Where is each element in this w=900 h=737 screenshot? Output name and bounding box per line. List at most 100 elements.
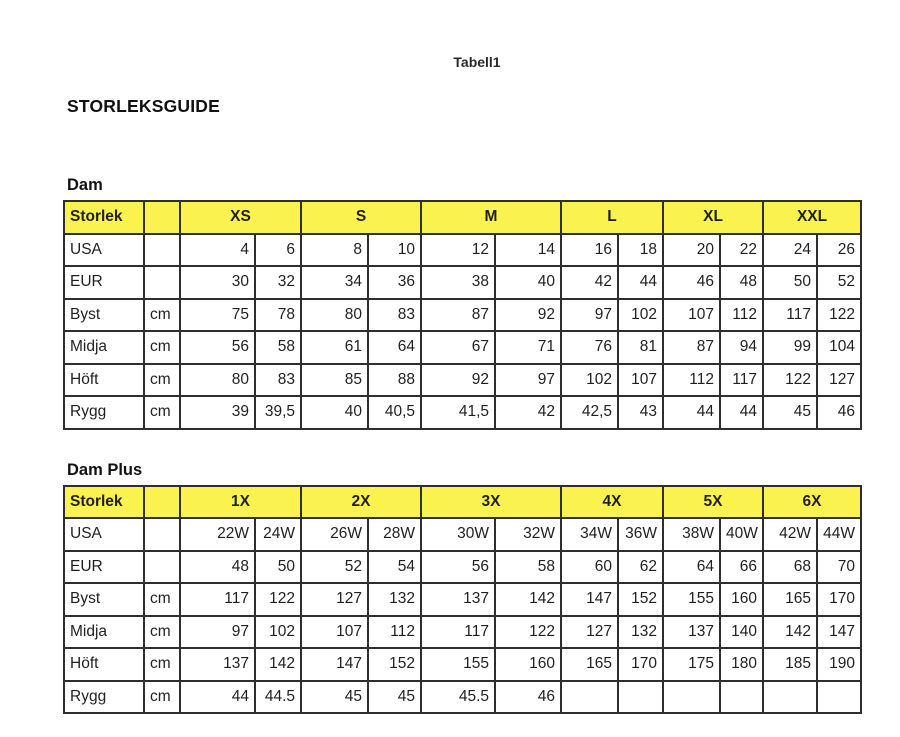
table-row-byst: Byst cm 117 122 127 132 137 142 147 152 155 160 165 1…: [63, 582, 862, 617]
value-cell: 45.5: [420, 679, 496, 714]
size-header-cell-xl: XL: [662, 200, 765, 235]
value-cell: 42: [493, 395, 563, 430]
row-label-cell: EUR: [63, 265, 145, 300]
value-cell: 38: [420, 265, 496, 300]
value-cell: 80: [179, 362, 256, 397]
value-cell: 147: [816, 614, 862, 649]
value-cell: 70: [816, 549, 862, 584]
size-header-cell-4x: 4X: [560, 484, 664, 519]
value-cell: 54: [367, 549, 422, 584]
value-cell: 45: [367, 679, 422, 714]
table-row-rygg: Rygg cm 39 39,5 40 40,5 41,5 42 42,5 43 44 44 45 46: [63, 395, 863, 430]
value-cell: 76: [560, 330, 620, 365]
value-cell: 85: [300, 362, 369, 397]
row-label-cell: USA: [63, 517, 145, 552]
row-label-cell: Midja: [63, 614, 145, 649]
value-cell: 137: [179, 647, 256, 682]
value-cell: 160: [494, 647, 562, 682]
row-unit-cell: [143, 517, 181, 552]
table-row-usa: USA 4 6 8 10 12 14 16 18 20 22 24 26: [63, 232, 863, 267]
value-cell: 122: [254, 582, 302, 617]
table-row-usa: USA 22W 24W 26W 28W 30W 32W 34W 36W 38W 40W 42W 44W: [63, 517, 862, 552]
row-label-cell: Rygg: [63, 679, 145, 714]
value-cell: 52: [816, 265, 863, 300]
value-cell: [617, 679, 664, 714]
value-cell: 30W: [420, 517, 496, 552]
value-cell: 61: [300, 330, 369, 365]
value-cell: 40W: [719, 517, 764, 552]
row-unit-cell: [143, 265, 181, 300]
value-cell: 18: [617, 232, 665, 267]
value-cell: 97: [493, 362, 563, 397]
value-cell: 16: [560, 232, 620, 267]
value-cell: 87: [662, 330, 722, 365]
value-cell: 48: [179, 549, 256, 584]
value-cell: 190: [816, 647, 862, 682]
value-cell: 46: [816, 395, 863, 430]
value-cell: 43: [617, 395, 665, 430]
value-cell: 50: [254, 549, 302, 584]
value-cell: 36W: [617, 517, 664, 552]
value-cell: 104: [816, 330, 863, 365]
row-label-cell: Midja: [63, 330, 145, 365]
value-cell: 71: [493, 330, 563, 365]
value-cell: 40: [300, 395, 369, 430]
value-cell: 39: [179, 395, 256, 430]
value-cell: 127: [816, 362, 863, 397]
value-cell: 180: [719, 647, 764, 682]
storlek-header-cell: Storlek: [63, 200, 145, 235]
value-cell: 88: [367, 362, 422, 397]
value-cell: 58: [494, 549, 562, 584]
value-cell: 32W: [494, 517, 562, 552]
row-label-cell: Byst: [63, 582, 145, 617]
value-cell: [762, 679, 818, 714]
value-cell: 34: [300, 265, 369, 300]
value-cell: 44: [662, 395, 722, 430]
value-cell: 137: [420, 582, 496, 617]
value-cell: 46: [662, 265, 722, 300]
section-title-dam: Dam: [67, 176, 103, 194]
value-cell: 36: [367, 265, 422, 300]
value-cell: 155: [420, 647, 496, 682]
value-cell: 45: [300, 679, 369, 714]
row-label-cell: USA: [63, 232, 145, 267]
row-unit-cell: [143, 549, 181, 584]
value-cell: [719, 679, 764, 714]
value-cell: 44.5: [254, 679, 302, 714]
value-cell: 102: [560, 362, 620, 397]
page-title: STORLEKSGUIDE: [67, 96, 220, 116]
row-unit-cell: [143, 232, 181, 267]
value-cell: 94: [719, 330, 765, 365]
value-cell: 42,5: [560, 395, 620, 430]
value-cell: 117: [719, 362, 765, 397]
value-cell: 68: [762, 549, 818, 584]
value-cell: 127: [300, 582, 369, 617]
row-label-cell: Höft: [63, 362, 145, 397]
value-cell: 97: [560, 297, 620, 332]
value-cell: 78: [254, 297, 302, 332]
size-header-row: Storlek 1X 2X 3X 4X 5X 6X: [63, 484, 862, 519]
value-cell: 140: [719, 614, 764, 649]
size-header-cell-2x: 2X: [300, 484, 422, 519]
value-cell: 142: [254, 647, 302, 682]
value-cell: 170: [617, 647, 664, 682]
size-header-cell-xs: XS: [179, 200, 302, 235]
row-unit-cell: cm: [143, 679, 181, 714]
value-cell: 14: [493, 232, 563, 267]
row-label-cell: Höft: [63, 647, 145, 682]
table-row-midja: Midja cm 97 102 107 112 117 122 127 132 137 140 142 1…: [63, 614, 862, 649]
unit-header-cell: [143, 200, 181, 235]
size-table-dam: Storlek XS S M L XL XXL USA 4 6 8 10 12 14 16 18 20 22 24 2…: [63, 200, 863, 430]
value-cell: 56: [420, 549, 496, 584]
value-cell: 92: [493, 297, 563, 332]
value-cell: 175: [662, 647, 721, 682]
value-cell: 26: [816, 232, 863, 267]
value-cell: 127: [560, 614, 619, 649]
value-cell: 10: [367, 232, 422, 267]
value-cell: 44: [617, 265, 665, 300]
value-cell: 147: [560, 582, 619, 617]
value-cell: 24W: [254, 517, 302, 552]
value-cell: 152: [617, 582, 664, 617]
table-row-eur: EUR 48 50 52 54 56 58 60 62 64 66 68 70: [63, 549, 862, 584]
value-cell: 165: [762, 582, 818, 617]
